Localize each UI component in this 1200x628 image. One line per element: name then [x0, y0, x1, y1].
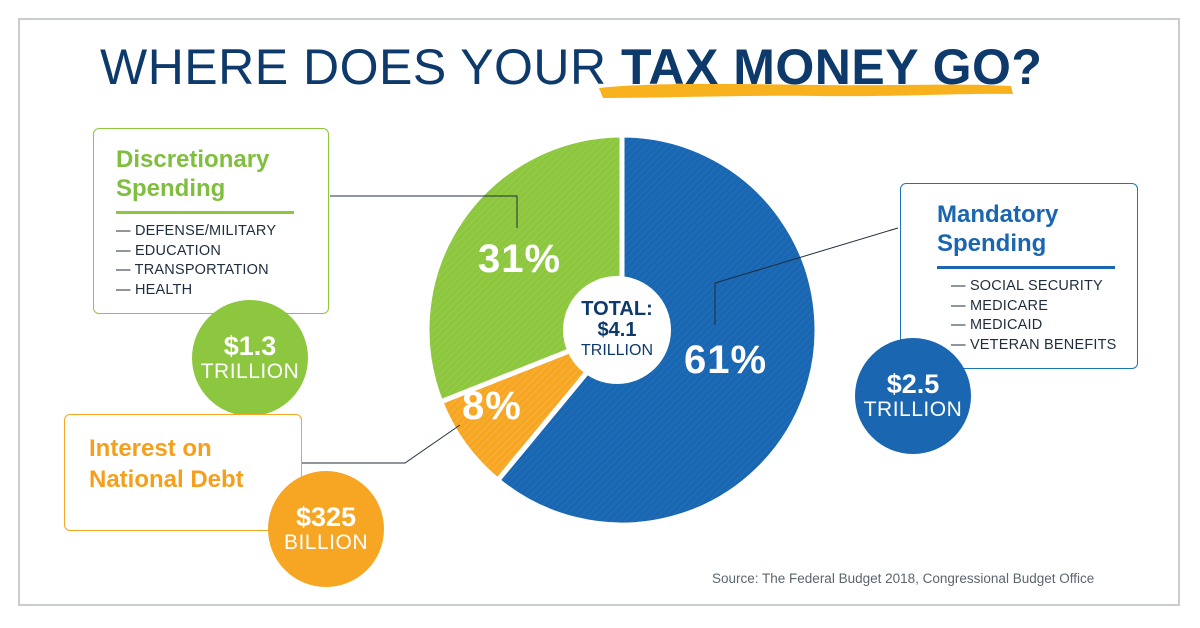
discretionary-amount: $1.3 [224, 332, 277, 360]
list-item: HEALTH [116, 281, 328, 301]
interest-amount-badge: $325 BILLION [268, 471, 384, 587]
list-item: VETERAN BENEFITS [951, 336, 1137, 356]
discretionary-rule [116, 211, 294, 214]
discretionary-heading-line1: Discretionary [116, 146, 269, 173]
total-amount: $4.1 [563, 319, 671, 341]
mandatory-heading-line2: Spending [937, 230, 1046, 257]
slice-label-interest: 8% [462, 384, 522, 429]
slice-label-mandatory: 61% [684, 338, 767, 383]
mandatory-amount-badge: $2.5 TRILLION [855, 338, 971, 454]
interest-callout: Interest on National Debt [64, 414, 302, 531]
list-item: TRANSPORTATION [116, 261, 328, 281]
mandatory-callout: Mandatory Spending SOCIAL SECURITY MEDIC… [900, 183, 1138, 369]
discretionary-heading: Discretionary Spending [116, 145, 328, 203]
discretionary-callout: Discretionary Spending DEFENSE/MILITARY … [93, 128, 329, 314]
mandatory-amount: $2.5 [887, 370, 940, 398]
interest-heading-line1: Interest on [89, 435, 212, 462]
list-item: MEDICAID [951, 316, 1137, 336]
interest-heading-line2: National Debt [89, 466, 244, 493]
discretionary-heading-line2: Spending [116, 175, 225, 202]
interest-heading: Interest on National Debt [89, 433, 301, 495]
source-citation: Source: The Federal Budget 2018, Congres… [712, 571, 1094, 586]
mandatory-list: SOCIAL SECURITY MEDICARE MEDICAID VETERA… [937, 277, 1137, 355]
interest-amount: $325 [296, 503, 356, 531]
mandatory-heading: Mandatory Spending [937, 200, 1137, 258]
mandatory-unit: TRILLION [864, 398, 963, 422]
list-item: EDUCATION [116, 242, 328, 262]
mandatory-rule [937, 266, 1115, 269]
list-item: MEDICARE [951, 297, 1137, 317]
list-item: DEFENSE/MILITARY [116, 222, 328, 242]
slice-label-discretionary: 31% [478, 237, 561, 282]
discretionary-unit: TRILLION [201, 360, 300, 384]
interest-unit: BILLION [284, 531, 368, 555]
leader-line-interest [302, 425, 460, 463]
list-item: SOCIAL SECURITY [951, 277, 1137, 297]
total-unit: TRILLION [563, 341, 671, 361]
total-label: TOTAL: [563, 299, 671, 319]
discretionary-amount-badge: $1.3 TRILLION [192, 300, 308, 416]
discretionary-list: DEFENSE/MILITARY EDUCATION TRANSPORTATIO… [116, 222, 328, 300]
pie-center-total: TOTAL: $4.1 TRILLION [563, 276, 671, 384]
mandatory-heading-line1: Mandatory [937, 201, 1058, 228]
